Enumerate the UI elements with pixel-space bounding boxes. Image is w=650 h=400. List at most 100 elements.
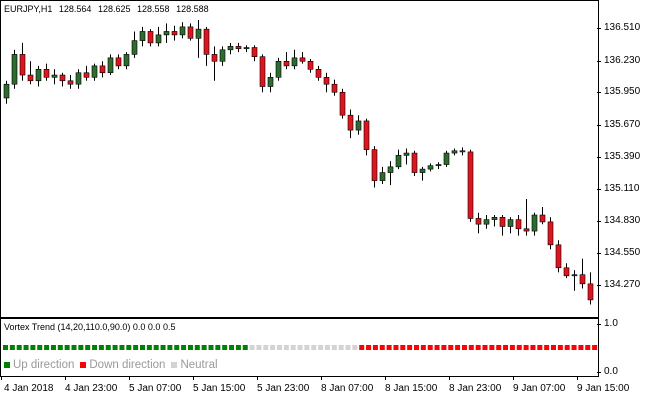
candle-bull — [419, 166, 426, 181]
candle-bear — [27, 61, 34, 85]
candle-body — [363, 120, 370, 150]
price-axis-label: 134.550 — [604, 247, 641, 258]
candle-bull — [195, 19, 202, 58]
candle-body — [67, 80, 74, 85]
candle-bear — [339, 88, 346, 119]
indicator-dot-down — [427, 345, 433, 350]
candle-body — [59, 74, 66, 82]
legend-label-neutral: Neutral — [180, 359, 218, 371]
price-axis-label: 136.230 — [604, 55, 641, 66]
price-axis-label: 134.270 — [604, 279, 641, 290]
candle-body — [163, 31, 170, 36]
candle-body — [475, 218, 482, 225]
price-axis-label: 135.950 — [604, 86, 641, 97]
indicator-dot-neutral — [311, 345, 317, 350]
indicator-dot-up — [92, 345, 98, 350]
indicator-dot-neutral — [270, 345, 276, 350]
indicator-dot-up — [133, 345, 139, 350]
indicator-dot-up — [229, 345, 235, 350]
candle-bull — [123, 52, 130, 70]
candle-body — [435, 164, 442, 166]
indicator-dot-down — [359, 345, 365, 350]
indicator-dot-down — [530, 345, 536, 350]
candle-body — [3, 83, 10, 99]
symbol-low: 128.558 — [137, 4, 170, 14]
time-axis-tick — [449, 376, 450, 380]
candle-bull — [443, 150, 450, 167]
indicator-axis-tick — [597, 324, 601, 325]
indicator-dot-down — [509, 345, 515, 350]
candle-body — [227, 46, 234, 51]
candle-body — [395, 155, 402, 168]
candle-bear — [115, 54, 122, 70]
indicator-dot-down — [441, 345, 447, 350]
candle-bear — [323, 72, 330, 93]
candle-body — [187, 26, 194, 39]
indicator-dot-up — [208, 345, 214, 350]
legend-label-down: Down direction — [89, 359, 166, 371]
indicator-dot-up — [57, 345, 63, 350]
candle-body — [267, 77, 274, 87]
indicator-dot-up — [105, 345, 111, 350]
candle-bear — [187, 23, 194, 41]
candle-body — [11, 54, 18, 85]
indicator-dot-up — [64, 345, 70, 350]
indicator-dot-down — [407, 345, 413, 350]
candle-bear — [307, 58, 314, 73]
indicator-dot-up — [23, 345, 29, 350]
indicator-dot-down — [551, 345, 556, 350]
time-axis-tick — [321, 376, 322, 380]
candle-bear — [579, 258, 586, 289]
candle-bear — [363, 118, 370, 156]
candle-body — [459, 150, 466, 153]
indicator-dot-neutral — [277, 345, 282, 350]
indicator-dot-up — [3, 345, 8, 350]
indicator-axis-top: 1.0 — [604, 318, 618, 329]
candle-body — [443, 152, 450, 165]
candle-body — [299, 57, 306, 62]
candle-bear — [547, 217, 554, 250]
indicator-dot-up — [201, 345, 207, 350]
indicator-dot-down — [461, 345, 467, 350]
candle-body — [483, 219, 490, 225]
candle-body — [331, 83, 338, 93]
time-axis-label: 8 Jan 15:00 — [385, 383, 438, 394]
candle-body — [115, 57, 122, 67]
indicator-dot-up — [146, 345, 152, 350]
time-axis-label: 5 Jan 15:00 — [193, 383, 246, 394]
indicator-dot-up — [78, 345, 84, 350]
candle-bear — [43, 63, 50, 81]
candle-body — [83, 72, 90, 78]
price-axis-tick — [597, 28, 601, 29]
candle-body — [403, 152, 410, 156]
indicator-dot-up — [194, 345, 200, 350]
time-axis-label: 8 Jan 07:00 — [321, 383, 374, 394]
legend-swatch-neutral — [171, 362, 178, 368]
candle-bear — [411, 150, 418, 177]
candle-bull — [571, 270, 578, 291]
time-axis-label: 5 Jan 23:00 — [257, 383, 310, 394]
candle-bear — [563, 263, 570, 279]
candle-body — [499, 217, 506, 227]
indicator-axis-bottom: 0.0 — [604, 366, 618, 377]
candle-bear — [515, 215, 522, 236]
price-axis-tick — [597, 92, 601, 93]
price-axis-label: 135.110 — [604, 183, 640, 194]
candle-bear — [299, 52, 306, 64]
candle-bear — [283, 52, 290, 70]
candle-bear — [67, 75, 74, 89]
candle-body — [195, 28, 202, 39]
candle-body — [35, 69, 42, 82]
indicator-dot-up — [126, 345, 132, 350]
indicator-dot-down — [448, 345, 454, 350]
candle-bear — [211, 46, 218, 81]
candle-bull — [387, 161, 394, 186]
price-axis-tick — [597, 285, 601, 286]
indicator-dot-up — [222, 345, 228, 350]
candle-body — [243, 47, 250, 49]
candle-body — [427, 165, 434, 170]
time-axis-tick — [193, 376, 194, 380]
price-chart-pane[interactable] — [0, 0, 599, 318]
indicator-title: Vortex Trend (14,20,110.0,90.0) 0.0 0.0 … — [4, 322, 176, 332]
